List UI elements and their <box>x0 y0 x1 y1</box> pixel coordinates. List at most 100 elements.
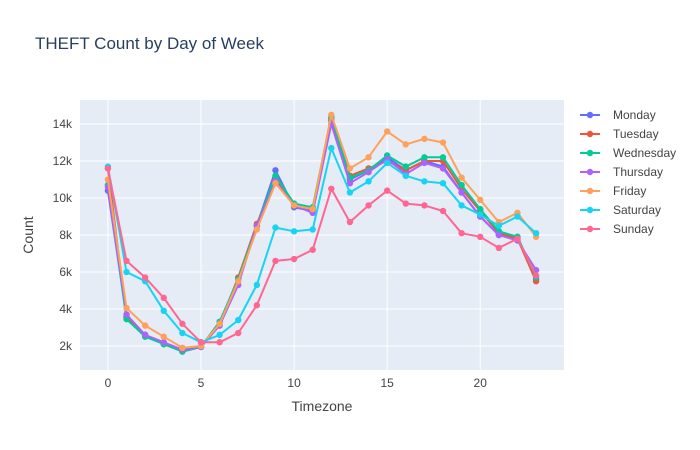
legend-label: Saturday <box>613 203 661 217</box>
data-point <box>365 168 372 176</box>
data-point <box>514 213 521 220</box>
x-tick-label: 10 <box>287 376 301 390</box>
legend-label: Wednesday <box>613 146 676 160</box>
data-point <box>216 331 223 339</box>
data-point <box>495 231 503 239</box>
data-point <box>328 144 335 152</box>
y-tick-label: 14k <box>53 117 73 131</box>
data-point <box>197 339 205 346</box>
data-point <box>421 178 428 185</box>
data-point <box>402 141 409 148</box>
series-layer <box>104 111 540 355</box>
data-point <box>532 272 540 279</box>
data-point <box>458 202 465 209</box>
data-point <box>421 135 428 143</box>
series-line <box>106 147 537 344</box>
x-tick-label: 15 <box>380 376 394 390</box>
data-point <box>458 189 465 196</box>
data-point <box>346 189 354 196</box>
data-point <box>346 218 354 226</box>
legend-label: Monday <box>613 108 656 122</box>
data-point <box>346 165 354 172</box>
data-point <box>439 139 447 146</box>
data-point <box>141 331 149 339</box>
data-point <box>532 229 540 237</box>
legend-item-sunday[interactable]: Sunday <box>580 222 654 236</box>
chart-title: THEFT Count by Day of Week <box>35 34 264 53</box>
data-point <box>141 274 149 281</box>
data-point <box>477 196 484 204</box>
data-point <box>253 226 261 233</box>
data-point <box>309 246 316 253</box>
legend-label: Sunday <box>613 222 654 236</box>
data-point <box>402 163 409 170</box>
legend-item-friday[interactable]: Friday <box>580 184 646 198</box>
data-point <box>160 333 167 340</box>
data-point <box>179 344 186 352</box>
data-point <box>328 185 335 192</box>
y-tick-label: 10k <box>53 191 73 205</box>
data-point <box>383 159 391 167</box>
legend-item-thursday[interactable]: Thursday <box>580 165 663 179</box>
x-tick-label: 5 <box>198 376 205 390</box>
data-point <box>439 207 447 215</box>
data-point <box>179 329 186 337</box>
data-point <box>290 202 298 209</box>
x-tick-label: 0 <box>105 376 112 390</box>
data-point <box>104 165 112 172</box>
series-saturday <box>104 144 540 346</box>
data-point <box>439 180 447 187</box>
x-tick-labels: 0 5 10 15 20 <box>105 376 488 390</box>
series-line <box>106 113 537 349</box>
data-point <box>439 165 447 172</box>
data-point <box>346 180 354 187</box>
legend-swatch-marker <box>586 168 594 176</box>
data-point <box>421 154 428 161</box>
legend-item-wednesday[interactable]: Wednesday <box>580 146 676 160</box>
data-point <box>421 202 428 209</box>
legend-item-tuesday[interactable]: Tuesday <box>580 127 659 141</box>
legend-swatch-marker <box>586 225 594 233</box>
data-point <box>365 154 372 161</box>
data-point <box>309 205 316 213</box>
data-point <box>290 255 298 263</box>
data-point <box>235 329 242 337</box>
y-tick-label: 6k <box>59 265 73 279</box>
data-point <box>402 200 409 207</box>
y-axis-title: Count <box>20 216 36 253</box>
data-point <box>272 167 279 174</box>
data-point <box>160 307 167 315</box>
x-axis-title: Timezone <box>292 398 353 414</box>
y-tick-label: 8k <box>59 228 73 242</box>
data-point <box>123 304 130 312</box>
data-point <box>235 278 242 285</box>
legend-item-saturday[interactable]: Saturday <box>580 203 661 217</box>
legend-swatch-marker <box>586 206 594 214</box>
legend[interactable]: Monday Tuesday Wednesday Thursday Friday Satu… <box>580 108 676 236</box>
data-point <box>272 180 279 187</box>
data-point <box>160 339 167 346</box>
data-point <box>365 202 372 209</box>
data-point <box>495 222 503 229</box>
legend-swatch-marker <box>586 149 594 157</box>
data-point <box>216 339 223 346</box>
data-point <box>477 205 484 213</box>
x-tick-label: 20 <box>474 376 488 390</box>
y-tick-label: 4k <box>59 302 73 316</box>
data-point <box>383 128 391 135</box>
legend-swatch-marker <box>586 130 594 138</box>
data-point <box>253 302 261 309</box>
legend-label: Friday <box>613 184 646 198</box>
data-point <box>290 228 298 235</box>
data-point <box>216 320 223 327</box>
data-point <box>477 233 484 241</box>
data-point <box>514 235 521 242</box>
data-point <box>383 187 391 194</box>
data-point <box>458 174 465 181</box>
series-sunday <box>104 165 540 346</box>
data-point <box>160 294 167 302</box>
data-point <box>253 281 261 289</box>
legend-item-monday[interactable]: Monday <box>580 108 656 122</box>
data-point <box>272 257 279 265</box>
